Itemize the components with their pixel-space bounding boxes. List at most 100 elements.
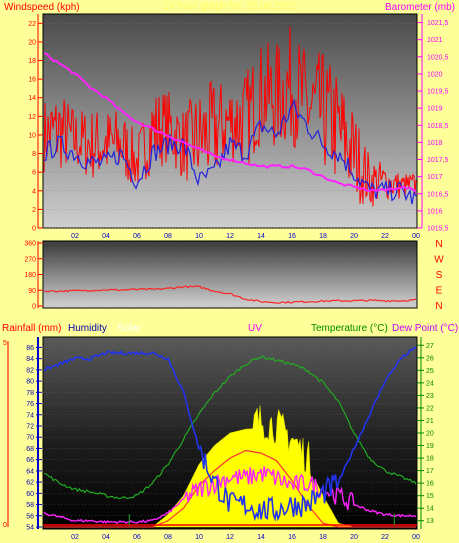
panel1-plot-group	[43, 23, 417, 229]
temperature-tick-label: 18	[426, 456, 434, 463]
temperature-tick-label: 23	[426, 393, 434, 400]
direction-tick-label: 360	[24, 241, 36, 248]
temperature-tick-label: 27	[426, 343, 434, 350]
windspeed-axis-label: Windspeed (kph)	[4, 2, 80, 13]
barometer-tick-label: 1020,5	[427, 54, 449, 61]
temperature-tick-label: 15	[426, 493, 434, 500]
compass-label: N	[435, 301, 442, 312]
rainfall-tick-label: 0	[3, 522, 7, 529]
humidity-tick-label: 56	[26, 513, 34, 520]
time-tick-label: 00	[412, 534, 420, 541]
panel1-axes-group: 02468101214161820221015,510161016,510171…	[28, 14, 449, 240]
barometer-tick-label: 1018	[427, 140, 443, 147]
time-tick-label: 06	[133, 534, 141, 541]
direction-tick-label: 180	[24, 272, 36, 279]
wind-direction-line	[43, 285, 417, 304]
humidity-line	[43, 346, 417, 522]
windspeed-tick-label: 10	[28, 132, 36, 139]
direction-tick-label: 270	[24, 256, 36, 263]
temperature-tick-label: 26	[426, 355, 434, 362]
time-tick-label: 10	[195, 233, 203, 240]
humidity-tick-label: 58	[26, 502, 34, 509]
time-tick-label: 10	[195, 534, 203, 541]
panel3-header-label: Humidity	[68, 323, 107, 334]
humidity-tick-label: 68	[26, 446, 34, 453]
panel2-plot-group	[43, 242, 417, 307]
barometer-axis-label: Barometer (mb)	[385, 2, 455, 13]
temperature-tick-label: 13	[426, 518, 434, 525]
humidity-tick-label: 64	[26, 468, 34, 475]
time-tick-label: 12	[226, 534, 234, 541]
panel3-header-label: UV	[248, 323, 262, 334]
wind-average-line	[43, 98, 417, 205]
time-tick-label: 22	[381, 534, 389, 541]
time-tick-label: 04	[102, 233, 110, 240]
time-tick-label: 04	[102, 534, 110, 541]
temperature-line	[43, 354, 417, 500]
panel3-header-label: Solar	[117, 323, 141, 334]
windspeed-tick-label: 8	[32, 151, 36, 158]
humidity-tick-label: 76	[26, 401, 34, 408]
panel3-header-label: Rainfall (mm)	[2, 323, 61, 334]
time-tick-label: 16	[288, 534, 296, 541]
humidity-tick-label: 84	[26, 356, 34, 363]
compass-label: W	[434, 255, 444, 266]
barometer-tick-label: 1020	[427, 71, 443, 78]
time-tick-label: 16	[288, 233, 296, 240]
time-tick-label: 20	[350, 233, 358, 240]
temperature-tick-label: 24	[426, 380, 434, 387]
humidity-tick-label: 54	[26, 525, 34, 532]
windspeed-tick-label: 2	[32, 207, 36, 214]
time-tick-label: 20	[350, 534, 358, 541]
humidity-tick-label: 80	[26, 379, 34, 386]
humidity-tick-label: 78	[26, 390, 34, 397]
temperature-tick-label: 19	[426, 443, 434, 450]
panel3-axes-group: 5 0 54 56 58 60 62 64 66 68 70 72 74 76 78 80 82 84 86 13 14…	[3, 337, 434, 541]
temperature-tick-label: 21	[426, 418, 434, 425]
humidity-tick-label: 86	[26, 345, 34, 352]
windspeed-tick-label: 16	[28, 77, 36, 84]
barometer-line	[43, 52, 417, 193]
barometer-tick-label: 1017	[427, 174, 443, 181]
barometer-tick-label: 1017,5	[427, 157, 449, 164]
barometer-tick-label: 1016,5	[427, 191, 449, 198]
barometer-tick-label: 1021	[427, 37, 443, 44]
time-tick-label: 14	[257, 233, 265, 240]
panel1-plot-area	[42, 13, 418, 229]
barometer-tick-label: 1019	[427, 106, 443, 113]
humidity-tick-label: 70	[26, 435, 34, 442]
humidity-tick-label: 62	[26, 480, 34, 487]
windspeed-tick-label: 12	[28, 114, 36, 121]
windspeed-line	[43, 26, 417, 207]
time-tick-label: 22	[381, 233, 389, 240]
panel3-header-label: Dew Point (°C)	[392, 323, 458, 334]
panel3-plot-group	[43, 346, 417, 528]
windspeed-tick-label: 0	[32, 226, 36, 233]
windspeed-tick-label: 20	[28, 39, 36, 46]
time-tick-label: 08	[164, 534, 172, 541]
humidity-tick-label: 66	[26, 457, 34, 464]
barometer-tick-label: 1015,5	[427, 226, 449, 233]
temperature-tick-label: 16	[426, 481, 434, 488]
time-tick-label: 00	[412, 233, 420, 240]
humidity-tick-label: 72	[26, 423, 34, 430]
humidity-tick-label: 74	[26, 412, 34, 419]
humidity-tick-label: 82	[26, 367, 34, 374]
compass-label: N	[435, 239, 442, 250]
windspeed-tick-label: 6	[32, 170, 36, 177]
compass-label: S	[436, 270, 443, 281]
windspeed-tick-label: 14	[28, 95, 36, 102]
rainfall-tick-label: 5	[3, 340, 7, 347]
barometer-tick-label: 1019,5	[427, 89, 449, 96]
direction-tick-label: 0	[32, 304, 36, 311]
panel3-header-label: Temperature (°C)	[311, 323, 388, 334]
barometer-tick-label: 1016	[427, 208, 443, 215]
time-tick-label: 02	[71, 233, 79, 240]
temperature-tick-label: 17	[426, 468, 434, 475]
humidity-tick-label: 60	[26, 491, 34, 498]
windspeed-tick-label: 22	[28, 21, 36, 28]
windspeed-tick-label: 4	[32, 188, 36, 195]
dew-point-line	[43, 466, 417, 525]
compass-label: E	[436, 286, 443, 297]
